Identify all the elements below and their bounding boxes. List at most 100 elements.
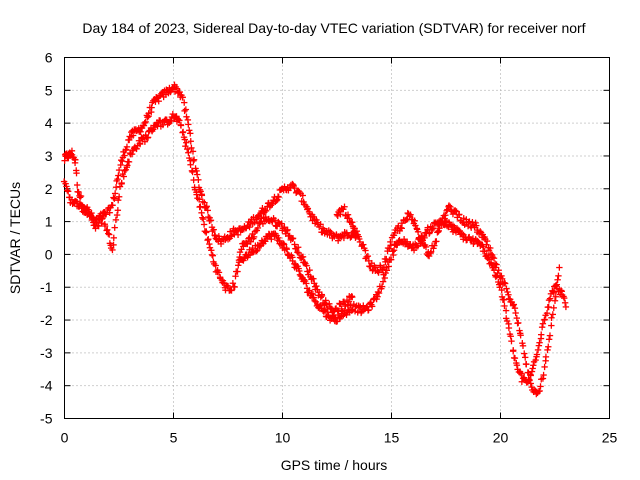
y-tick-label: 5 [45,82,53,98]
data-point [284,226,291,234]
data-point [344,211,352,218]
data-point [511,304,519,312]
data-point [89,213,96,221]
data-point [105,231,113,238]
data-point [95,222,102,230]
data-point [294,244,302,251]
data-point [347,302,354,309]
data-point [204,207,211,214]
data-point [115,172,122,179]
data-point [310,275,317,282]
x-tick-label: 15 [384,430,400,446]
data-point [345,298,353,305]
data-point [536,387,543,395]
data-point [326,300,333,307]
data-point [104,226,111,234]
data-point [275,193,282,201]
data-point [491,260,499,267]
data-point [109,246,116,254]
data-point [235,262,242,269]
data-point [306,266,313,274]
data-point [273,197,280,204]
data-point [375,269,382,276]
data-point [100,212,107,220]
data-point [340,234,348,242]
data-point [189,148,197,155]
data-point [206,240,213,248]
data-point [244,240,251,248]
data-point [526,376,533,384]
data-point [438,221,445,228]
plot-area-frame [64,57,610,419]
data-point [241,255,248,262]
data-point [144,114,151,121]
data-point [256,242,263,250]
data-point [518,378,526,385]
data-point [125,158,133,166]
data-point [554,276,561,283]
data-point [549,288,557,295]
data-point [148,104,155,111]
data-point [412,222,419,229]
data-point [278,220,285,227]
data-point [64,187,71,194]
data-point [144,134,152,141]
data-point [550,289,558,297]
data-point [501,302,508,310]
data-point [360,241,367,248]
data-point [447,203,454,210]
data-point [133,145,140,152]
data-point [200,221,208,228]
data-point [183,113,190,120]
data-point [105,230,112,237]
data-point [543,309,551,317]
y-tick-label: 1 [45,214,53,230]
data-point [313,282,320,290]
data-point [431,242,438,249]
data-point [427,248,435,255]
data-point [527,380,534,387]
data-point [477,228,484,235]
data-point [413,242,420,249]
data-point [207,217,215,224]
data-point [121,167,128,174]
data-point [411,217,418,224]
data-point [495,267,502,274]
data-point [303,262,310,269]
data-point [251,219,258,226]
data-point [443,222,451,230]
data-point [368,303,376,310]
data-point [537,383,544,390]
data-point [142,118,149,126]
data-point [204,236,211,244]
data-point [529,365,536,372]
data-point [541,316,548,323]
data-point [545,343,552,350]
data-point [539,320,547,327]
data-point [77,201,85,208]
data-point [203,228,210,235]
data-point [521,350,528,357]
data-point [208,251,216,259]
data-point [234,268,241,275]
data-point [76,194,84,201]
data-point [289,235,297,242]
data-point [555,272,562,280]
y-tick-label: -3 [40,345,53,361]
data-point [111,224,118,231]
data-point [562,303,570,311]
data-point [250,233,258,241]
data-point [123,143,131,151]
data-point [414,228,422,235]
data-point [513,314,521,322]
data-point [110,241,117,249]
data-point [385,263,392,270]
data-point [552,293,559,300]
data-point [489,253,496,261]
data-point [349,219,356,226]
y-tick-label: 2 [45,181,53,197]
data-point [203,203,210,210]
data-point [552,282,560,289]
data-point [309,290,317,298]
